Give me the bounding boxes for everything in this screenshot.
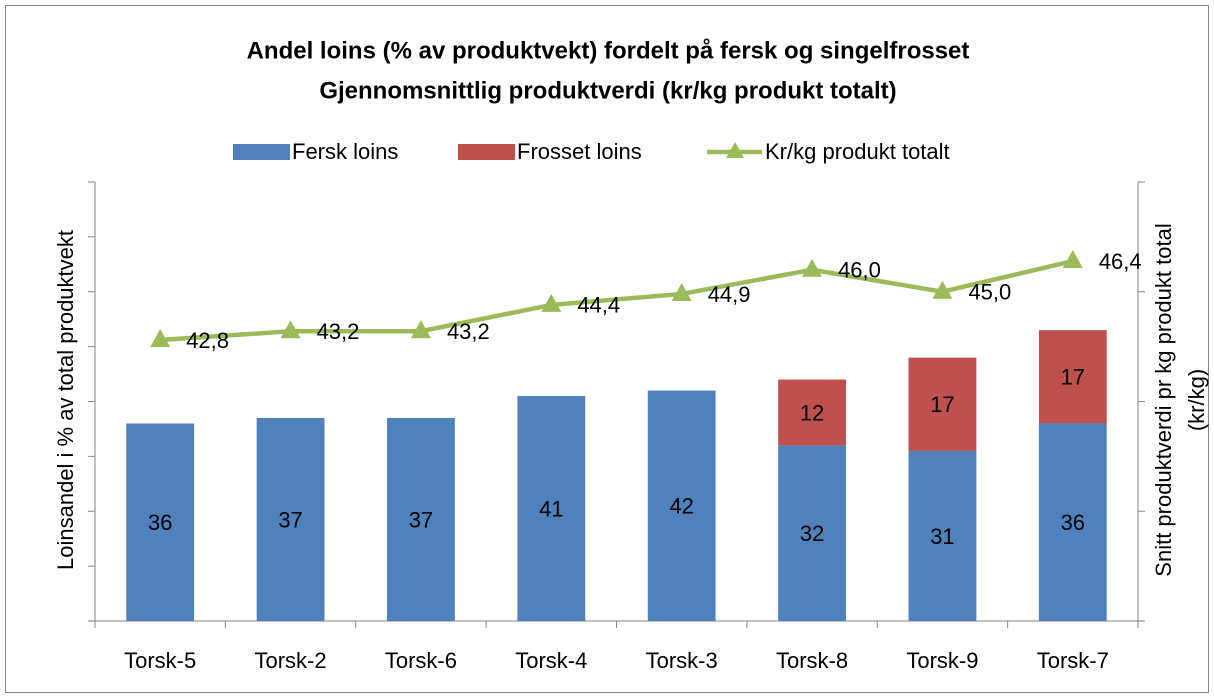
data-label: 12 — [800, 400, 824, 425]
bar — [387, 417, 455, 621]
chart-frame — [5, 5, 1209, 693]
bar — [256, 417, 325, 621]
y-axis-title: Loinsandel i % av total produktvekt — [53, 230, 78, 570]
data-label: 37 — [409, 507, 433, 532]
line-marker — [671, 282, 692, 301]
chart-title: Andel loins (% av produktvekt) fordelt p… — [247, 37, 970, 64]
x-tick-label: Torsk-4 — [515, 648, 587, 673]
data-label: 42 — [669, 494, 693, 519]
x-tick-label: Torsk-7 — [1037, 648, 1109, 673]
bar — [778, 445, 846, 621]
bar — [1038, 330, 1107, 424]
data-label: 36 — [148, 510, 172, 535]
data-label: 44,9 — [708, 282, 751, 307]
line-marker — [280, 320, 301, 339]
data-label: 45,0 — [968, 280, 1011, 305]
bar — [647, 390, 716, 621]
data-label: 42,8 — [186, 328, 229, 353]
data-label: 41 — [539, 496, 563, 521]
x-tick-label: Torsk-5 — [124, 648, 196, 673]
data-label: 32 — [800, 521, 824, 546]
y2-axis-title: (kr/kg) — [1184, 369, 1209, 431]
data-label: 17 — [1061, 365, 1085, 390]
line-marker — [932, 280, 953, 299]
line-marker — [150, 329, 171, 348]
data-label: 31 — [930, 524, 954, 549]
line-marker — [1062, 250, 1083, 269]
data-label: 36 — [1061, 510, 1085, 535]
data-label: 17 — [930, 392, 954, 417]
data-label: 46,0 — [838, 258, 881, 283]
data-label: 43,2 — [447, 319, 490, 344]
x-tick-label: Torsk-2 — [255, 648, 327, 673]
bar — [778, 379, 846, 446]
legend-label: Frosset loins — [517, 139, 642, 164]
line-marker — [410, 320, 431, 339]
bar — [908, 450, 977, 621]
legend-swatch — [458, 144, 515, 160]
bar — [1038, 423, 1107, 621]
data-label: 37 — [278, 507, 302, 532]
data-label: 43,2 — [317, 319, 360, 344]
line — [160, 258, 1074, 343]
x-tick-label: Torsk-3 — [646, 648, 718, 673]
bar — [126, 423, 195, 621]
bar — [517, 396, 586, 621]
data-label: 44,4 — [577, 293, 620, 318]
y2-axis-title: Snitt produktverdi pr kg produkt total — [1151, 223, 1176, 576]
data-label: 46,4 — [1099, 249, 1142, 274]
x-tick-label: Torsk-8 — [776, 648, 848, 673]
x-tick-label: Torsk-9 — [906, 648, 978, 673]
x-tick-label: Torsk-6 — [385, 648, 457, 673]
bar — [908, 357, 977, 451]
legend-label: Kr/kg produkt totalt — [765, 139, 950, 164]
legend-swatch — [233, 144, 290, 160]
line-marker — [802, 258, 823, 277]
chart-title: Gjennomsnittlig produktverdi (kr/kg prod… — [319, 77, 896, 104]
legend-label: Fersk loins — [292, 139, 398, 164]
legend-swatch — [726, 142, 744, 158]
line-marker — [541, 293, 562, 312]
